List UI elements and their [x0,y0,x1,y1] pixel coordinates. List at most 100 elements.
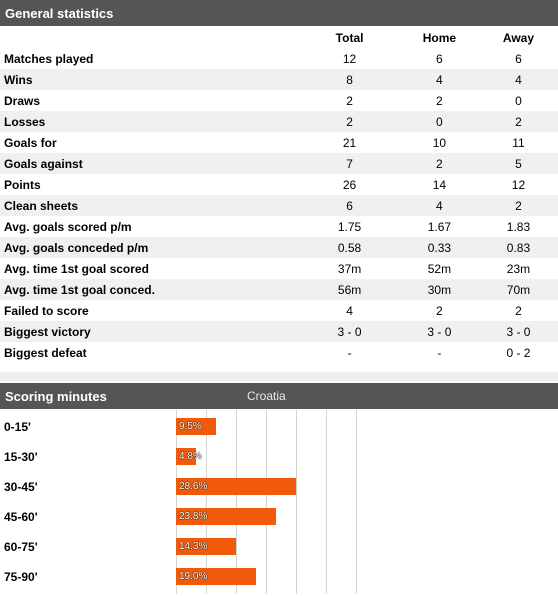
table-row: Goals against 7 2 5 [0,153,558,174]
stat-away: 1.83 [506,219,531,234]
grid-line [176,410,177,594]
stat-label: Biggest defeat [4,345,87,360]
bar-value-label: 4.8% [179,451,202,462]
scoring-minutes-header: Scoring minutes Croatia [0,383,558,409]
bar: 28.6% [176,478,297,495]
stats-body: Matches played 12 6 6 Wins 8 4 4 Draws 2 2 0 Losses 2… [0,48,558,363]
chart-row: 75-90' 19.0% [0,560,558,590]
bar-value-label: 19.0% [179,571,208,582]
category-label: 75-90' [4,570,38,584]
table-row: Draws 2 2 0 [0,90,558,111]
general-statistics-header: General statistics [0,0,558,26]
grid-line [206,410,207,594]
stat-total: 3 - 0 [299,321,400,342]
scoring-minutes-title: Scoring minutes [5,389,107,404]
stat-label: Goals against [0,153,300,174]
stat-label: Draws [4,93,41,108]
stat-home: 30m [399,279,479,300]
chart-row: 30-45' 28.6% [0,470,558,500]
table-row: Matches played 12 6 6 [0,48,558,69]
stat-total: 7 [299,153,400,174]
grid-line [326,410,327,594]
bar-value-label: 28.6% [179,481,208,492]
stat-total: 37m [337,261,362,276]
stat-home: 2 [399,153,479,174]
category-label: 0-15' [4,420,31,434]
stat-label: Failed to score [4,303,89,318]
stat-label: Losses [0,111,300,132]
table-header-row: Total Home Away [0,28,558,48]
stat-home: 14 [432,177,447,192]
stat-home: 6 [436,51,443,66]
stat-total: 0.58 [299,237,400,258]
chart-row: 0-15' 9.5% [0,410,558,440]
general-statistics-title: General statistics [5,6,114,21]
stat-total: 8 [299,69,400,90]
stat-label: Matches played [4,51,94,66]
stat-total: 26 [342,177,357,192]
bar: 9.5% [176,418,216,435]
bar: 23.8% [176,508,276,525]
table-row: Goals for 21 10 11 [0,132,558,153]
column-header-label [0,28,299,48]
table-row: Avg. goals scored p/m 1.75 1.67 1.83 [0,216,558,237]
stat-away: 0 [515,93,522,108]
bar: 19.0% [176,568,256,585]
category-label: 45-60' [4,510,38,524]
bar-value-label: 14.3% [179,541,208,552]
stat-away: 6 [515,51,522,66]
grid-line [296,410,297,594]
stat-home: 4 [399,195,479,216]
stat-away: 4 [478,69,558,90]
bar-value-label: 9.5% [179,421,202,432]
stat-away: 11 [512,135,525,150]
stat-total: 2 [299,111,400,132]
grid-line [236,410,237,594]
stat-away: 3 - 0 [478,321,558,342]
stat-total: 21 [342,135,357,150]
bar-value-label: 23.8% [179,511,208,522]
stat-label: Avg. time 1st goal scored [4,261,149,276]
stat-away: 5 [478,153,558,174]
stat-label: Wins [0,69,300,90]
stat-home: 10 [432,135,447,150]
grid-line [356,410,357,594]
table-row: Losses 2 0 2 [0,111,558,132]
table-row: Failed to score 4 2 2 [0,300,558,321]
stat-label: Avg. time 1st goal conced. [0,279,300,300]
stat-away: 0.83 [478,237,558,258]
team-name: Croatia [247,389,286,403]
stat-away: 12 [511,177,526,192]
column-header-home: Home [422,31,457,45]
table-row: Biggest defeat - - 0 - 2 [0,342,558,363]
stat-away: 2 [478,111,558,132]
stat-home: 0 [399,111,479,132]
stat-home: 52m [427,261,452,276]
section-separator [0,372,558,381]
bar: 14.3% [176,538,237,555]
column-header-total: Total [335,31,364,45]
table-row: Avg. goals conceded p/m 0.58 0.33 0.83 [0,237,558,258]
stat-away: 23m [506,261,531,276]
stat-home: 1.67 [427,219,452,234]
stat-total: 12 [342,51,357,66]
stat-label: Avg. goals scored p/m [4,219,132,234]
bar: 4.8% [176,448,202,465]
stat-total: 2 [346,93,353,108]
category-label: 15-30' [4,450,38,464]
column-header-away: Away [502,31,535,45]
stat-away: 0 - 2 [506,345,531,360]
table-row: Wins 8 4 4 [0,69,558,90]
category-label: 30-45' [4,480,38,494]
stat-away: 2 [515,303,522,318]
stat-home: - [437,345,442,360]
stat-away: 2 [478,195,558,216]
stat-label: Clean sheets [0,195,300,216]
stat-home: 2 [436,303,443,318]
chart-row: 45-60' 23.8% [0,500,558,530]
grid-line [266,410,267,594]
category-label: 60-75' [4,540,38,554]
stat-label: Avg. goals conceded p/m [0,237,300,258]
stat-total: - [347,345,352,360]
